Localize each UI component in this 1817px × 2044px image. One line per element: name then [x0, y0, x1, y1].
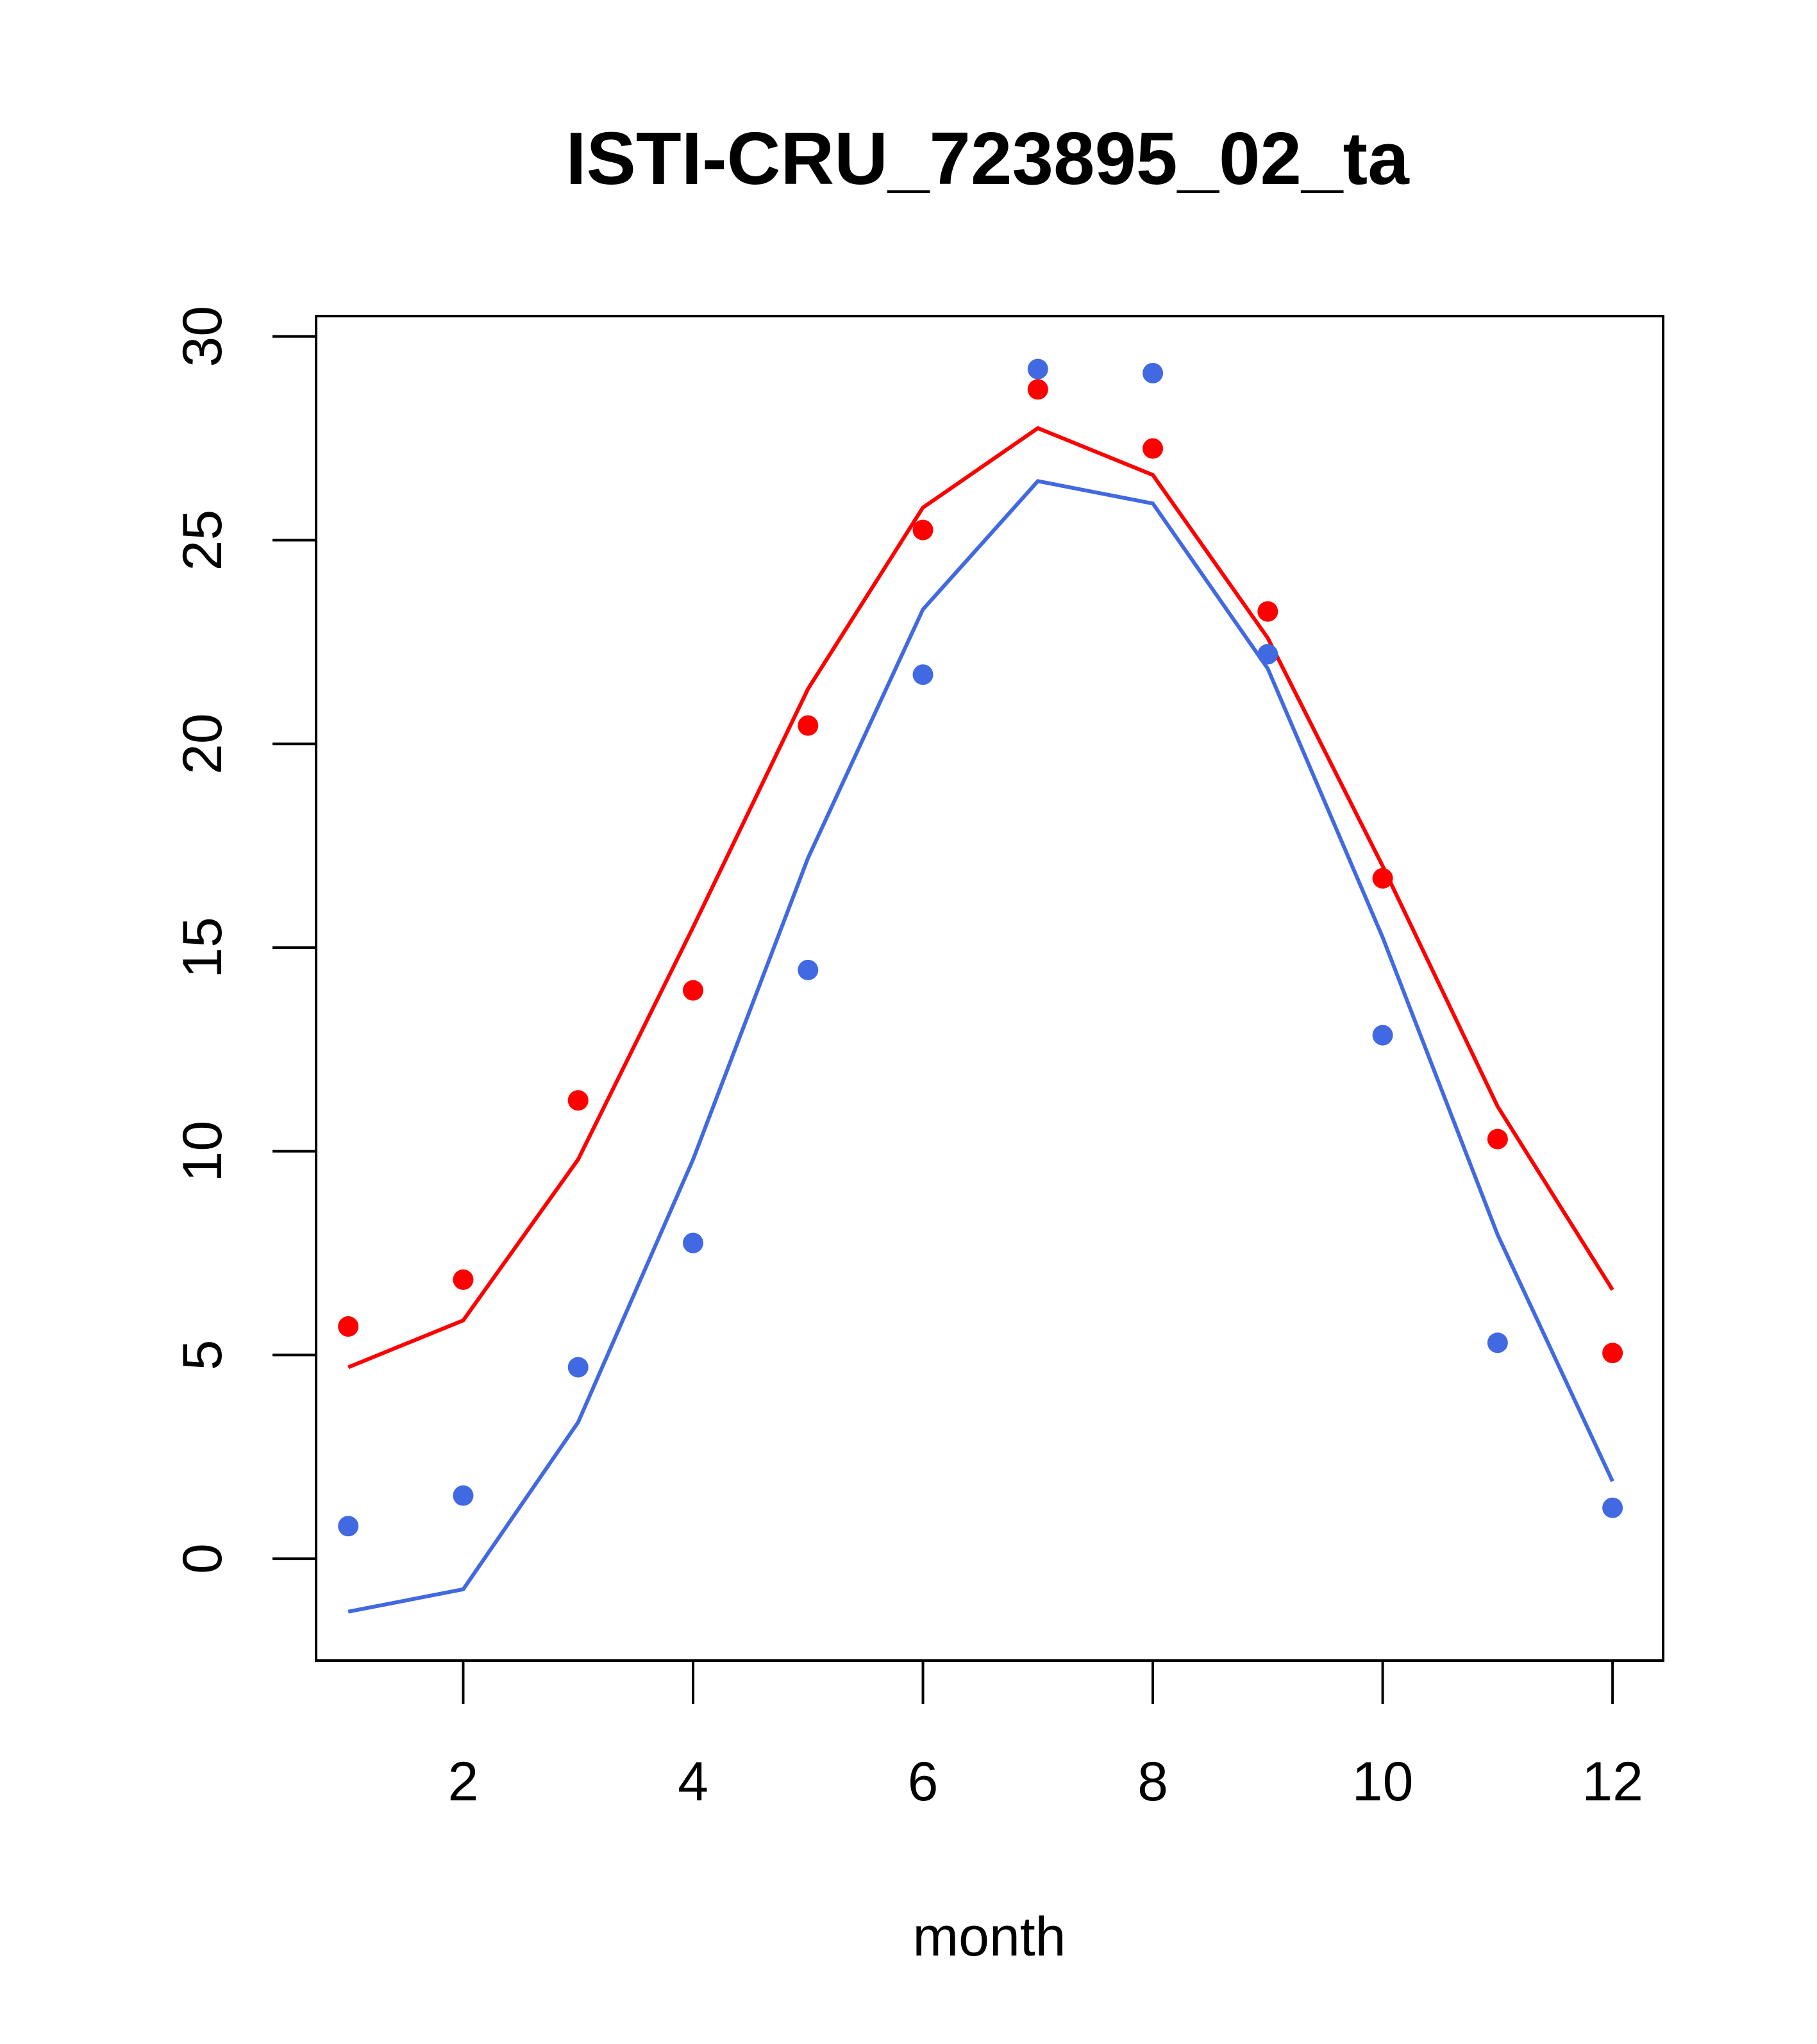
y-tick-label: 15: [172, 917, 233, 978]
data-point: [1143, 438, 1164, 459]
series-2: [338, 358, 1623, 1614]
series-line: [347, 426, 1614, 1370]
y-tick-label: 30: [172, 306, 233, 367]
data-point: [1372, 1025, 1393, 1046]
data-point: [338, 1316, 359, 1337]
y-tick-label: 10: [172, 1121, 233, 1182]
data-point: [682, 980, 703, 1001]
data-point: [567, 1090, 589, 1111]
data-point: [567, 1357, 589, 1378]
data-point: [1257, 644, 1278, 665]
data-point: [1257, 601, 1278, 622]
data-point: [1602, 1497, 1623, 1518]
x-tick-label: 4: [678, 1751, 708, 1813]
x-axis: 2 4 6 8 10 12: [448, 1659, 1643, 1813]
x-tick-label: 6: [908, 1751, 939, 1813]
x-tick-label: 8: [1137, 1751, 1168, 1813]
series-layer: [338, 358, 1623, 1614]
data-point: [798, 715, 819, 736]
x-tick-label: 10: [1352, 1751, 1414, 1813]
y-tick-label: 0: [172, 1543, 233, 1574]
y-tick-label: 25: [172, 510, 233, 571]
data-point: [338, 1516, 359, 1537]
data-point: [1602, 1343, 1623, 1364]
data-point: [912, 519, 934, 540]
data-point: [1143, 362, 1164, 383]
data-point: [912, 664, 934, 685]
data-point: [453, 1269, 474, 1290]
y-axis: 0 5 10 15 20 25 30: [172, 306, 317, 1574]
data-point: [1027, 379, 1048, 400]
data-point: [1027, 358, 1048, 380]
series-1: [338, 379, 1623, 1370]
x-axis-label: month: [912, 1906, 1066, 1968]
chart-title: ISTI-CRU_723895_02_ta: [565, 117, 1410, 200]
data-point: [1487, 1128, 1508, 1150]
y-tick-label: 20: [172, 713, 233, 775]
data-point: [453, 1485, 474, 1506]
data-point: [798, 959, 819, 980]
x-tick-label: 12: [1582, 1751, 1643, 1813]
series-line: [347, 479, 1614, 1614]
plot-frame: [315, 315, 1664, 1662]
y-tick-label: 5: [172, 1339, 233, 1370]
data-point: [682, 1232, 703, 1253]
data-point: [1487, 1332, 1508, 1353]
x-tick-label: 2: [448, 1751, 479, 1813]
data-point: [1372, 867, 1393, 889]
